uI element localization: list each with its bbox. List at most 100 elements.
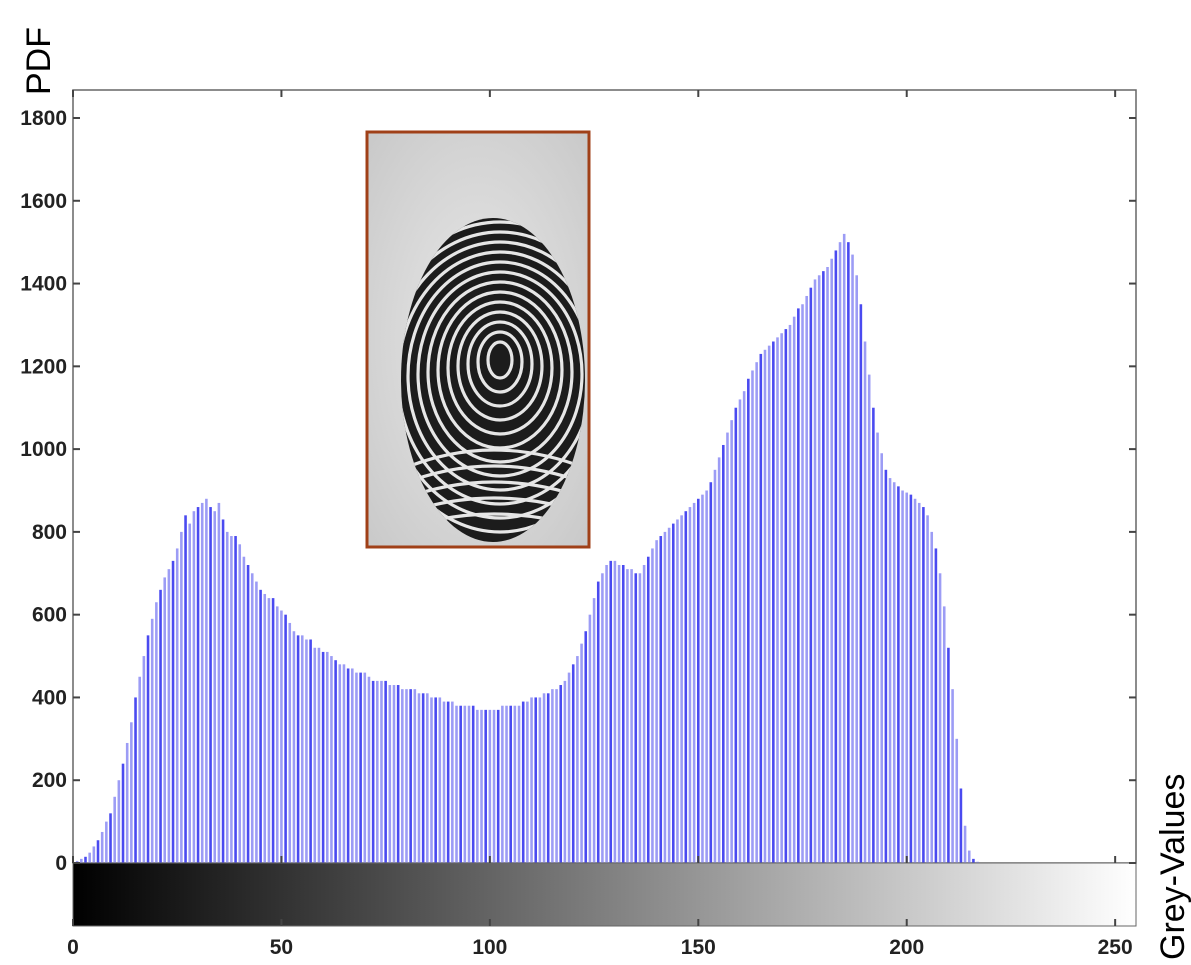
- histogram-bar: [909, 494, 913, 863]
- histogram-bars: [75, 233, 979, 864]
- histogram-bar: [267, 598, 271, 863]
- histogram-bar: [109, 813, 112, 863]
- histogram-bar: [788, 324, 792, 863]
- histogram-bar: [284, 614, 287, 863]
- histogram-bar: [188, 523, 192, 863]
- histogram-bar: [225, 531, 229, 863]
- histogram-bar: [863, 341, 867, 863]
- histogram-bar: [80, 858, 83, 863]
- histogram-bar: [125, 742, 129, 863]
- histogram-bar: [417, 693, 421, 863]
- histogram-bar: [684, 511, 688, 863]
- histogram-bar: [521, 701, 525, 863]
- histogram-bar: [688, 507, 692, 863]
- histogram-bar: [930, 531, 934, 863]
- histogram-bar: [888, 478, 892, 863]
- histogram-bar: [513, 705, 517, 863]
- histogram-bar: [880, 453, 883, 863]
- histogram-bar: [409, 689, 412, 863]
- histogram-bar: [401, 689, 404, 863]
- histogram-bar: [576, 656, 579, 863]
- x-tick-label: 50: [270, 936, 293, 959]
- histogram-bar: [355, 672, 358, 863]
- histogram-bar: [501, 705, 504, 863]
- histogram-bar: [421, 693, 425, 863]
- histogram-bar: [342, 664, 346, 863]
- histogram-bar: [184, 515, 187, 863]
- histogram-bar: [480, 709, 483, 863]
- histogram-bar: [146, 635, 150, 863]
- histogram-bar: [876, 432, 879, 863]
- grey-value-colorbar: [72, 862, 1137, 927]
- histogram-bar: [271, 598, 275, 863]
- histogram-bar: [376, 680, 379, 863]
- histogram-bar: [159, 589, 162, 863]
- histogram-bar: [872, 407, 875, 863]
- histogram-bar: [972, 858, 975, 863]
- histogram-bar: [817, 275, 821, 863]
- histogram-bar: [434, 697, 437, 863]
- histogram-bar: [617, 565, 621, 863]
- histogram-bar: [526, 701, 529, 863]
- histogram-bar: [367, 676, 371, 863]
- histogram-bar: [130, 722, 133, 863]
- histogram-bar: [701, 494, 704, 863]
- histogram-bar: [171, 560, 175, 863]
- histogram-bar: [913, 498, 917, 863]
- histogram-bar: [926, 515, 929, 863]
- histogram-bar: [776, 337, 779, 863]
- histogram-bar: [859, 304, 863, 863]
- histogram-bar: [492, 709, 496, 863]
- histogram-bar: [263, 593, 267, 863]
- histogram-bar: [471, 705, 475, 863]
- histogram-bar: [438, 697, 442, 863]
- histogram-bar: [280, 610, 283, 863]
- histogram-bar: [250, 573, 254, 863]
- histogram-bar: [538, 697, 542, 863]
- histogram-bar: [559, 685, 563, 863]
- histogram-bar: [413, 689, 417, 863]
- histogram-bar: [313, 647, 317, 863]
- histogram-bar: [309, 639, 312, 863]
- y-axis-ticks: 0 200 400 600 800 1000 1200 1400 1600 1800: [20, 107, 1136, 875]
- histogram-bar: [467, 705, 471, 863]
- histogram-bar: [621, 565, 625, 863]
- histogram-bar: [388, 685, 392, 863]
- histogram-bar: [96, 840, 100, 863]
- histogram-bar: [446, 701, 450, 863]
- histogram-bar: [275, 606, 279, 863]
- histogram-bar: [713, 469, 717, 863]
- histogram-bar: [813, 279, 817, 863]
- histogram-bar: [955, 738, 959, 863]
- histogram-bar: [196, 507, 200, 863]
- histogram-bar: [855, 275, 858, 863]
- histogram-bar: [967, 850, 971, 863]
- histogram-bar: [242, 556, 246, 863]
- y-tick-label: 0: [55, 852, 67, 875]
- histogram-bar: [134, 697, 137, 863]
- histogram-bar: [300, 635, 304, 863]
- histogram-bar: [651, 548, 654, 863]
- histogram-bar: [551, 689, 554, 863]
- histogram-bar: [847, 242, 850, 864]
- histogram-bar: [938, 573, 942, 863]
- histogram-bar: [555, 689, 558, 863]
- histogram-bar: [580, 643, 583, 863]
- histogram-bar: [838, 242, 842, 864]
- histogram-bar: [705, 490, 708, 863]
- histogram-bar: [613, 560, 617, 863]
- histogram-bar: [213, 511, 217, 863]
- histogram-bar: [305, 639, 308, 863]
- histogram-bar: [234, 536, 237, 863]
- histogram-bar: [488, 709, 492, 863]
- histogram-bar: [463, 705, 467, 863]
- histogram-bar: [571, 664, 575, 863]
- histogram-bar: [851, 254, 854, 863]
- histogram-bar: [496, 709, 500, 863]
- y-tick-label: 200: [32, 769, 67, 792]
- y-tick-label: 1800: [20, 107, 67, 130]
- histogram-bar: [396, 685, 400, 863]
- histogram-bar: [455, 705, 458, 863]
- histogram-bar: [767, 345, 771, 863]
- y-tick-label: 400: [32, 686, 67, 709]
